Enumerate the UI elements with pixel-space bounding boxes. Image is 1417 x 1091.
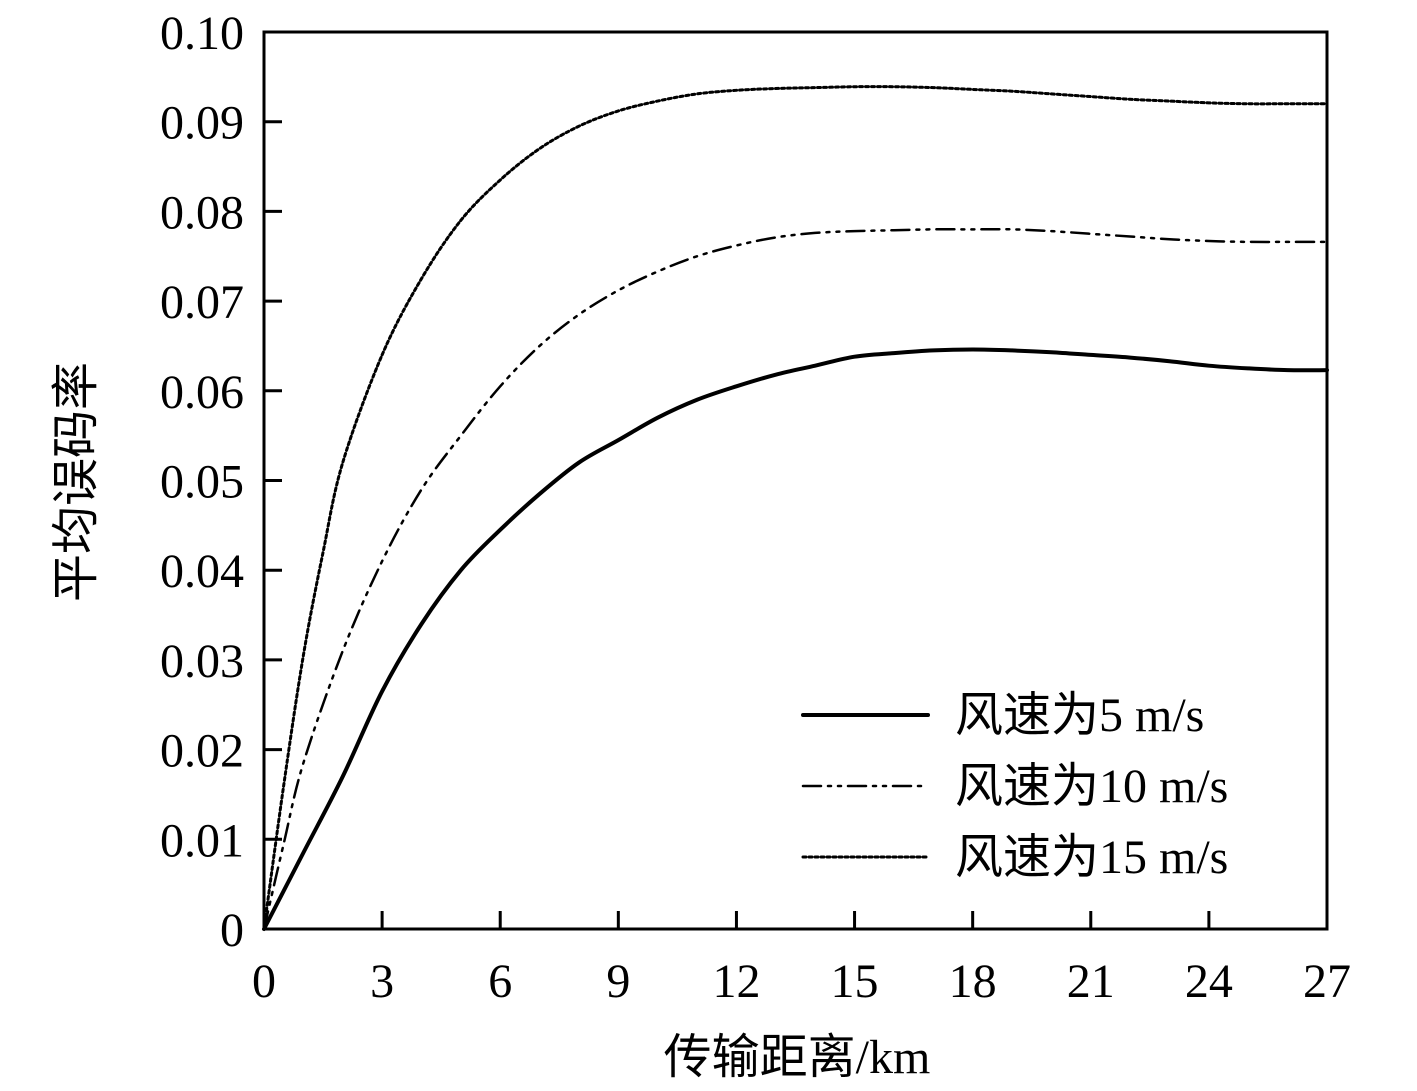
legend-label-2: 风速为10 m/s — [955, 760, 1228, 813]
x-tick-label: 18 — [949, 955, 997, 1008]
x-tick-label: 15 — [831, 955, 879, 1008]
series-line-2 — [262, 227, 1329, 931]
series-line-3 — [262, 85, 1329, 931]
y-tick-label: 0.08 — [160, 186, 244, 239]
series-line-1 — [262, 347, 1329, 931]
x-tick-label: 24 — [1185, 955, 1233, 1008]
x-axis-title: 传输距离/km — [664, 1031, 931, 1084]
x-tick-label: 6 — [488, 955, 512, 1008]
y-tick-label: 0 — [220, 904, 244, 957]
y-axis-title: 平均误码率 — [50, 362, 103, 602]
y-tick-label: 0.01 — [160, 814, 244, 867]
legend-label-1: 风速为5 m/s — [955, 689, 1204, 742]
x-tick-label: 0 — [252, 955, 276, 1008]
y-tick-label: 0.03 — [160, 635, 244, 688]
y-tick-label: 0.07 — [160, 276, 244, 329]
x-tick-label: 27 — [1303, 955, 1351, 1008]
y-tick-label: 0.06 — [160, 366, 244, 419]
x-tick-label: 21 — [1067, 955, 1115, 1008]
legend-label-3: 风速为15 m/s — [955, 831, 1228, 884]
x-tick-label: 9 — [606, 955, 630, 1008]
y-tick-label: 0.02 — [160, 725, 244, 778]
x-tick-label: 12 — [712, 955, 760, 1008]
y-tick-label: 0.04 — [160, 545, 244, 598]
series-layer — [262, 85, 1329, 931]
y-tick-label: 0.09 — [160, 97, 244, 150]
y-axis: 0 0.01 0.02 0.03 0.04 0.05 0.06 0.07 0.08 0.09 0.1… — [160, 7, 282, 957]
legend: 风速为5 m/s 风速为10 m/s 风速为15 m/s — [801, 689, 1228, 884]
x-tick-label: 3 — [370, 955, 394, 1008]
y-tick-label: 0.10 — [160, 7, 244, 60]
y-tick-label: 0.05 — [160, 456, 244, 509]
x-axis: 0 3 6 9 12 15 18 21 24 27 — [252, 911, 1351, 1008]
